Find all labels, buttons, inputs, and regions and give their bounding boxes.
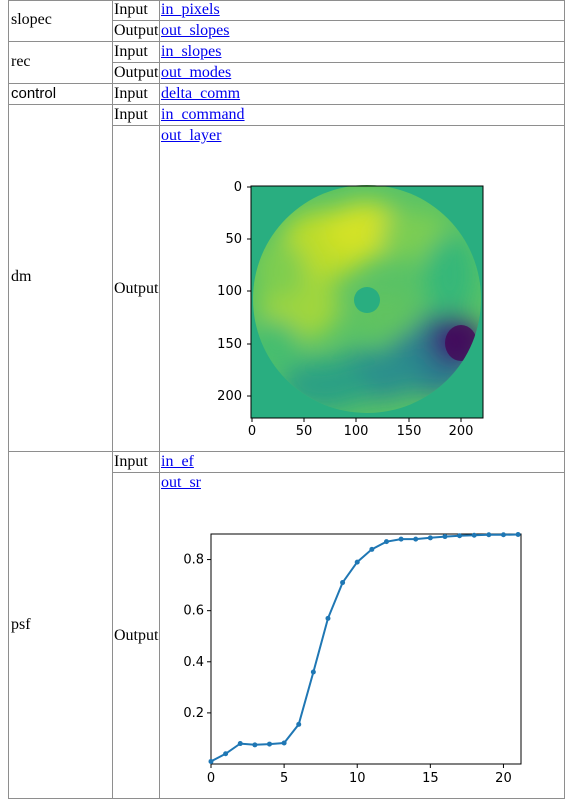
data-point [223,751,229,757]
data-point [457,533,463,539]
svg-text:0: 0 [248,424,256,439]
line-chart-axes-frame [210,533,522,765]
y-tick-label: 0.2 [183,706,204,721]
svg-text:0: 0 [234,180,242,195]
data-point [369,546,375,552]
data-point [325,615,331,621]
port-link-in-pixels[interactable]: in_pixels [161,1,220,18]
row-divider [8,451,565,452]
svg-text:100: 100 [344,424,369,439]
data-point [398,536,404,542]
data-point [266,741,272,747]
y-tick-label: 0.6 [183,604,204,619]
row-divider [8,104,565,105]
data-point [310,669,316,675]
data-point [354,559,360,565]
data-point [442,534,448,540]
x-tick-label: 0 [207,771,215,786]
col-divider-1 [112,0,113,799]
strehl-ratio-line-chart: 0 5 10 15 20 0.2 0.4 0.6 0.8 [183,532,522,786]
svg-text:150: 150 [217,337,242,352]
data-point [413,536,419,542]
heatmap-x-ticks: 0 50 100 150 200 [248,418,474,439]
svg-text:100: 100 [217,284,242,299]
data-point [427,535,433,541]
svg-text:50: 50 [296,424,313,439]
port-link-out-layer[interactable]: out_layer [161,127,222,144]
object-name: rec [11,53,31,70]
x-tick-label: 5 [280,771,288,786]
data-point [208,758,214,764]
data-point [296,721,302,727]
object-name: slopec [11,11,52,28]
row-divider [8,83,565,84]
object-name: dm [11,268,32,285]
object-name: psf [11,616,31,633]
svg-text:50: 50 [225,232,242,247]
port-direction: Input [114,106,148,123]
line-chart-x-ticks: 0 5 10 15 20 [207,764,512,786]
x-tick-label: 15 [422,771,439,786]
results-table [8,0,565,799]
data-point [471,532,477,538]
port-direction: Output [114,22,159,39]
port-link-out-modes[interactable]: out_modes [161,64,232,81]
port-direction: Input [114,1,148,18]
data-point [281,740,287,746]
data-point [383,539,389,545]
series-line [210,533,519,763]
subrow-divider [112,125,565,126]
col-divider-2 [159,0,160,799]
port-direction: Input [114,43,148,60]
subrow-divider [112,20,565,21]
port-direction: Input [114,453,148,470]
port-link-in-ef[interactable]: in_ef [161,453,194,470]
data-point [340,580,346,586]
port-link-out-sr[interactable]: out_sr [161,474,201,491]
svg-text:150: 150 [397,424,422,439]
svg-text:200: 200 [217,389,242,404]
port-link-delta-comm[interactable]: delta_comm [161,85,241,102]
data-point [252,742,258,748]
central-obstruction [354,287,380,313]
port-link-out-slopes[interactable]: out_slopes [161,22,230,39]
port-link-in-slopes[interactable]: in_slopes [161,43,222,60]
port-direction: Input [114,85,148,102]
x-tick-label: 20 [495,771,512,786]
heatmap-y-ticks: 0 50 100 150 200 [217,180,251,404]
y-tick-label: 0.8 [183,553,204,568]
port-direction: Output [114,627,159,644]
subrow-divider [112,472,565,473]
line-chart-y-ticks: 0.2 0.4 0.6 0.8 [183,553,211,721]
dm-layer-heatmap: 0 50 100 150 200 0 50 100 150 200 [217,180,484,439]
data-point [500,532,506,538]
port-direction: Output [114,280,159,297]
port-link-in-command[interactable]: in_command [161,106,245,123]
heatmap-axes-frame [250,185,484,419]
data-point [486,532,492,538]
data-point [237,741,243,747]
y-tick-label: 0.4 [183,655,204,670]
x-tick-label: 10 [349,771,366,786]
port-direction: Output [114,64,159,81]
data-point [515,532,521,538]
subrow-divider [112,62,565,63]
row-divider [8,41,565,42]
svg-text:200: 200 [449,424,474,439]
series-points [208,532,521,764]
object-name: control [11,85,57,102]
